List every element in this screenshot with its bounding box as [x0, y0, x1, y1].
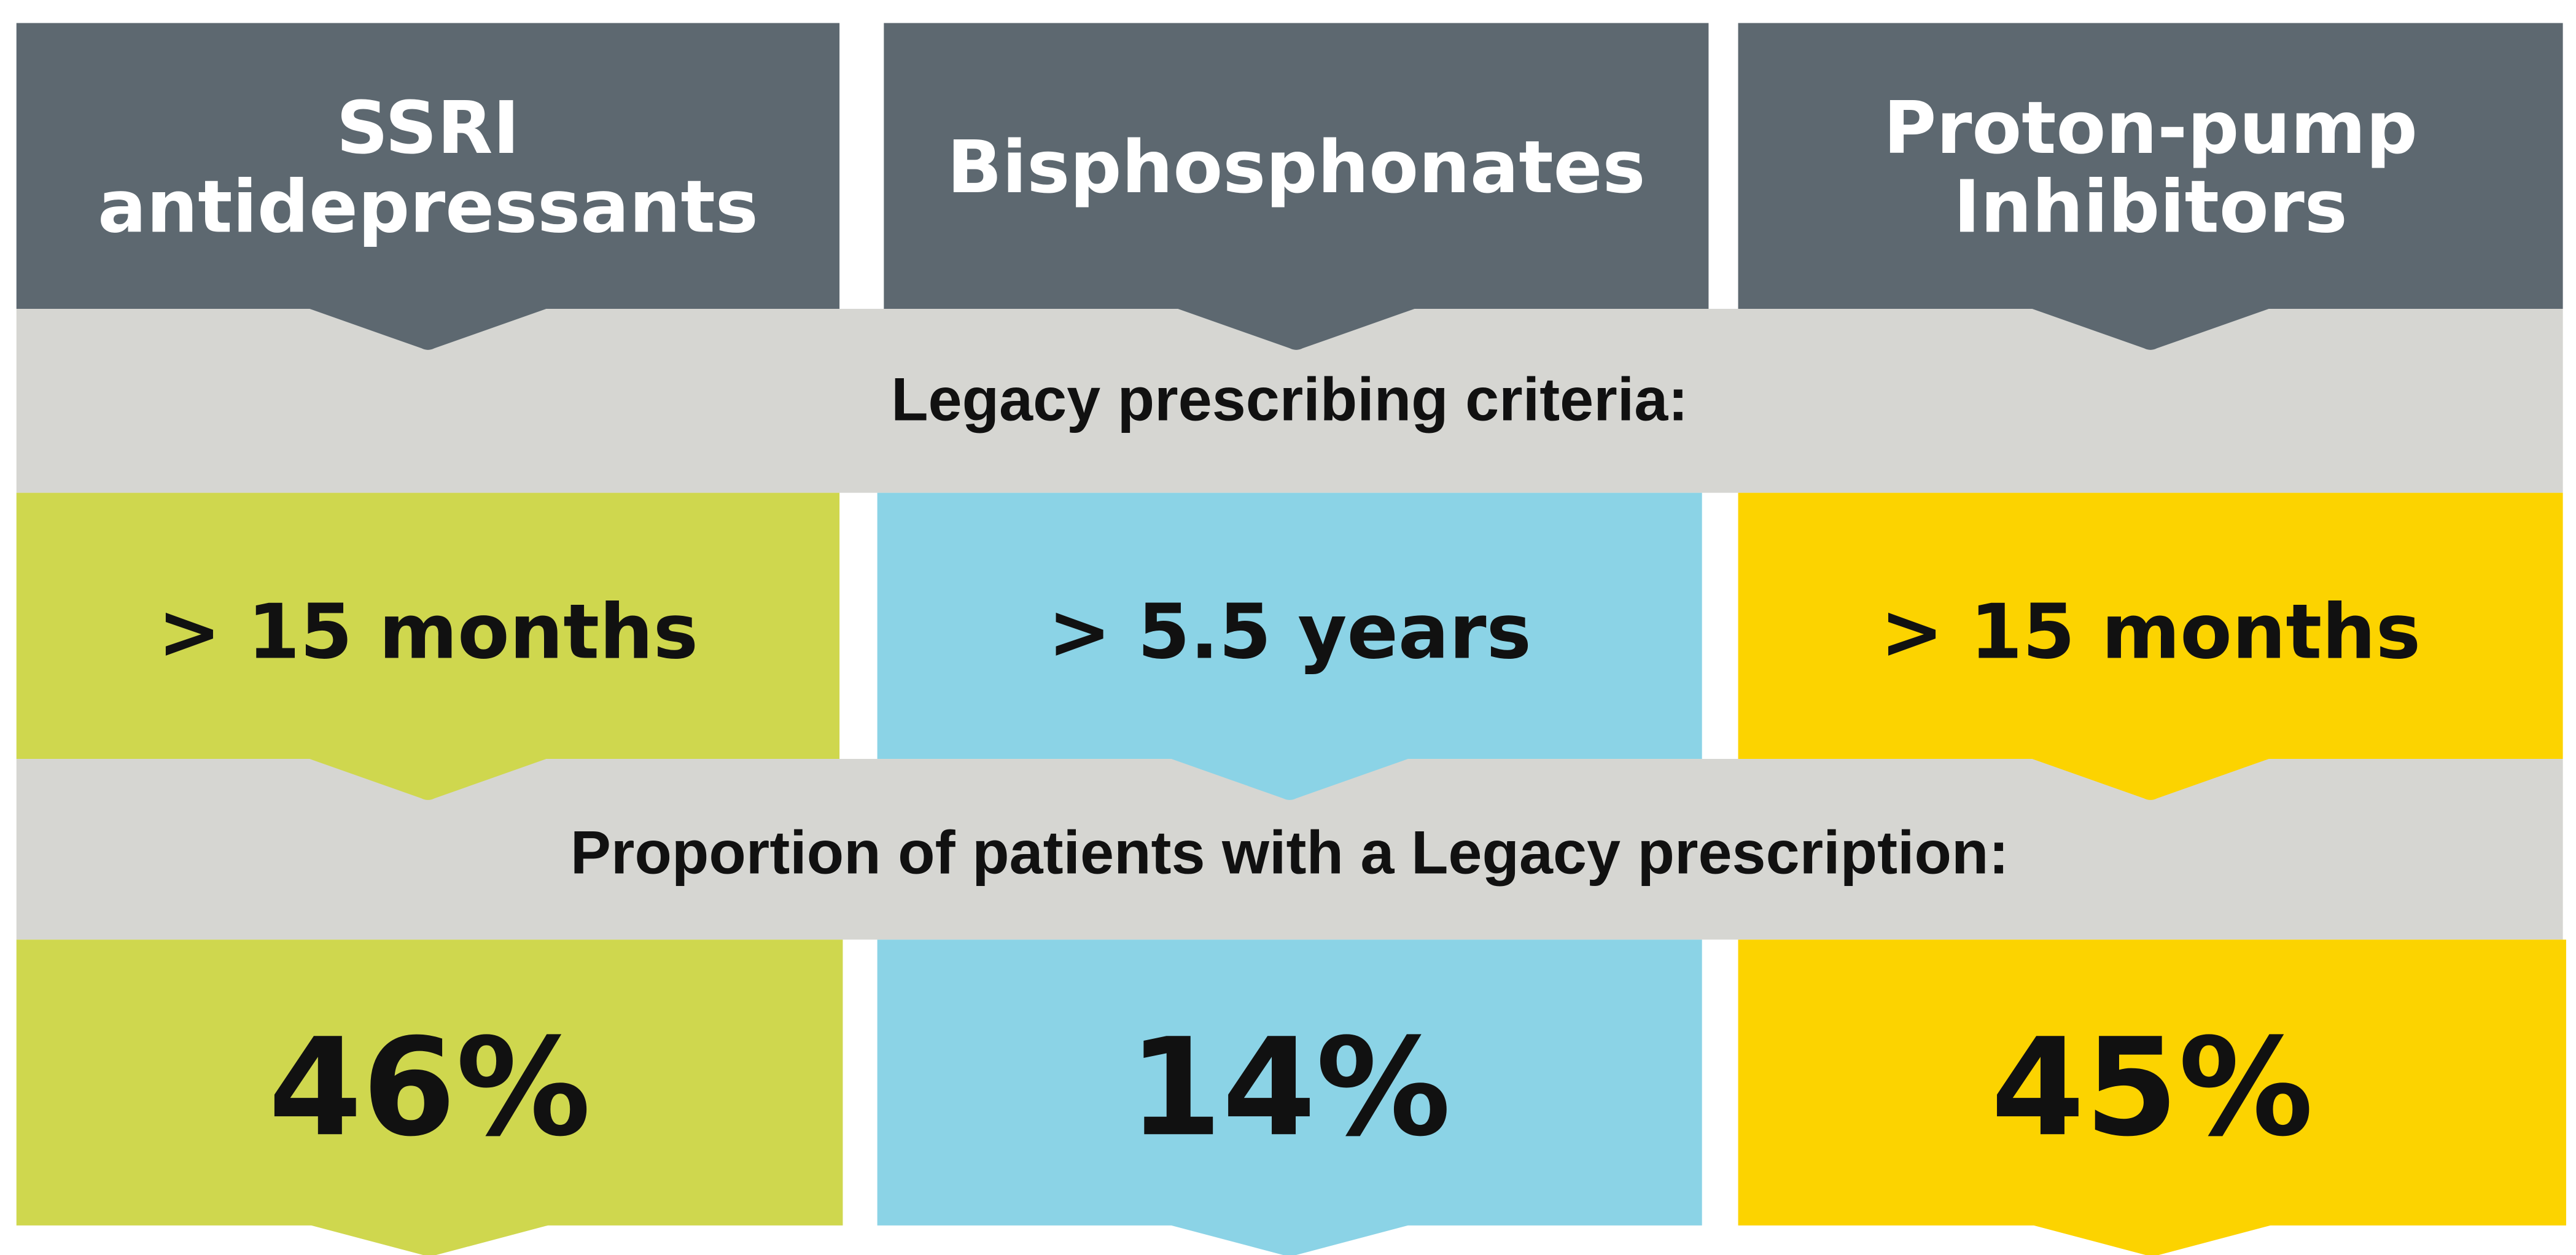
proportion-value: 45% [1991, 1009, 2313, 1166]
column-title: Proton-pump [1883, 86, 2418, 170]
criteria-box [877, 492, 1702, 800]
criteria-value: > 15 months [158, 589, 698, 677]
proportion-box [16, 939, 843, 1255]
band-label: Proportion of patients with a Legacy pre… [570, 818, 2009, 887]
proportion-value: 14% [1129, 1009, 1451, 1166]
band-label: Legacy prescribing criteria: [891, 365, 1688, 433]
column-title: Inhibitors [1953, 165, 2348, 249]
criteria-box [1738, 492, 2563, 800]
shapes [16, 23, 2566, 1255]
header-box [16, 23, 840, 350]
criteria-value: > 15 months [1880, 589, 2421, 677]
column-title: antidepressants [98, 165, 758, 249]
header-box [1738, 23, 2563, 350]
header-box [884, 23, 1709, 350]
proportion-value: 46% [268, 1009, 591, 1166]
criteria-box [16, 492, 840, 800]
column-title: SSRI [337, 86, 520, 170]
column-title: Bisphosphonates [947, 125, 1645, 209]
proportion-box [1738, 939, 2566, 1255]
proportion-box [877, 939, 1702, 1255]
criteria-value: > 5.5 years [1048, 589, 1531, 677]
